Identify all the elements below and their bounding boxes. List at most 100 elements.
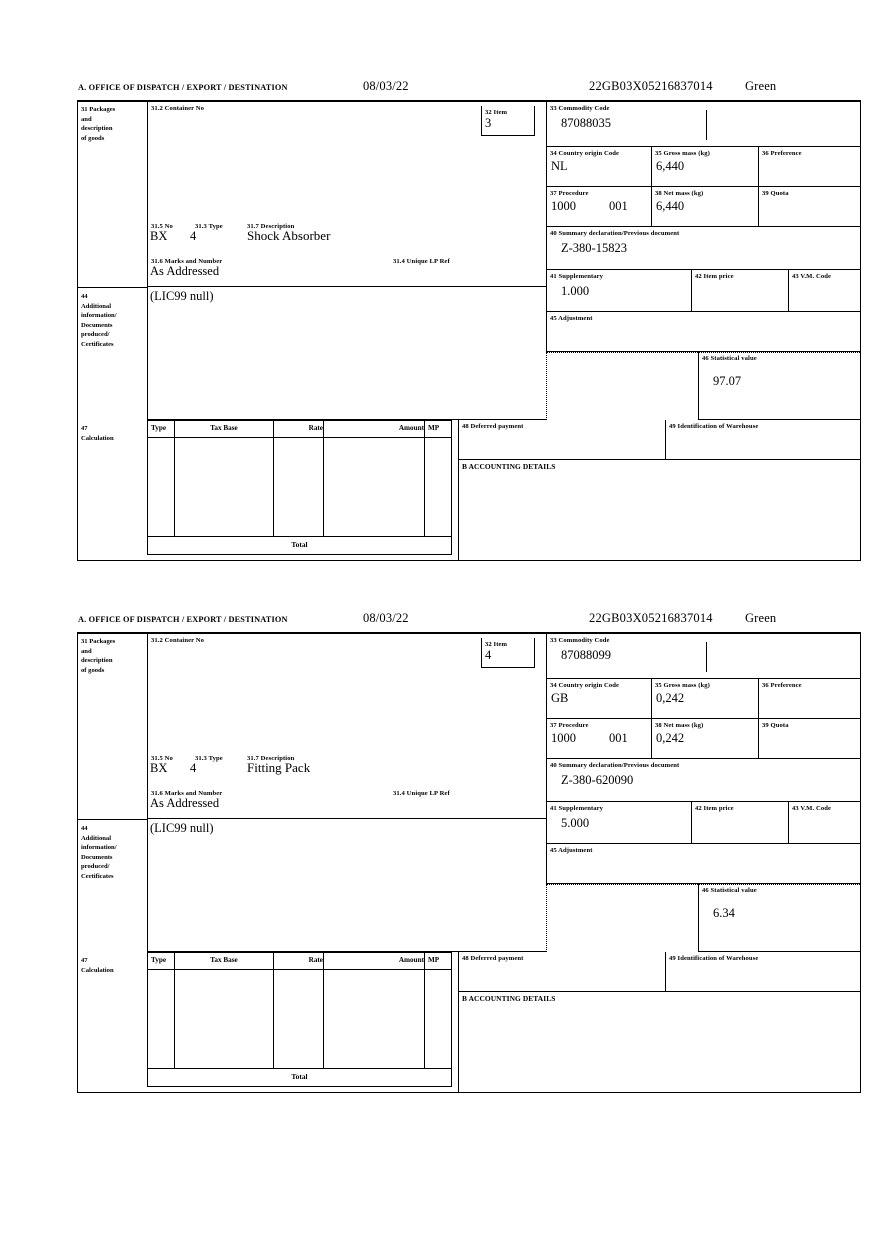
box-35-gross-mass-2: 35 Gross mass (kg) 0,242 [651, 679, 758, 719]
box-34-label-2: 34 Country origin Code [550, 682, 620, 689]
box-48-label: 48 Deferred payment [462, 423, 524, 430]
box-48-label-2: 48 Deferred payment [462, 955, 524, 962]
calc-cell-taxbase[interactable] [174, 438, 273, 537]
box-35-label: 35 Gross mass (kg) [655, 150, 710, 157]
box-41-supplementary-2: 41 Supplementary 5.000 [546, 802, 691, 844]
box-37-value-2-2: 001 [609, 731, 628, 745]
box-32-item: 32 Item 3 [481, 106, 535, 136]
box-40-label: 40 Summary declaration/Previous document [550, 230, 680, 237]
box-40-previous-document-2: 40 Summary declaration/Previous document… [546, 759, 860, 802]
box-47-side-label: 47 Calculation [81, 425, 114, 442]
box-44-value: (LIC99 null) [150, 289, 214, 303]
calc-cell-mp[interactable] [424, 438, 452, 537]
calc-tax-base-label-2: Tax Base [210, 956, 238, 964]
calc-cell-type-2[interactable] [147, 970, 174, 1069]
box-32-label-2: 32 Item [485, 641, 508, 648]
box-38-net-mass: 38 Net mass (kg) 6,440 [651, 187, 758, 227]
box-41-label-2: 41 Supplementary [550, 805, 604, 812]
calc-total-label: Total [291, 540, 308, 549]
box-39-label-2: 39 Quota [762, 722, 789, 729]
box-45-label-2: 45 Adjustment [550, 847, 593, 854]
box-b-accounting-details: B ACCOUNTING DETAILS [458, 460, 860, 560]
box-31-3-value: 4 [190, 229, 197, 243]
box-31-3-label-2: 31.3 Type [195, 755, 223, 762]
box-46-dotted-left-2 [546, 884, 547, 952]
box-31-6-value-2: As Addressed [150, 796, 220, 810]
box-31-6-label-2: 31.6 Marks and Number [151, 790, 223, 797]
box-33-value: 87088035 [561, 116, 611, 130]
box-39-label: 39 Quota [762, 190, 789, 197]
box-31-2-label-2: 31.2 Container No [151, 637, 205, 644]
box-48-deferred-payment-2: 48 Deferred payment [458, 952, 665, 992]
box-31-7-value: Shock Absorber [247, 228, 331, 243]
sad-form-item-4: A. OFFICE OF DISPATCH / EXPORT / DESTINA… [77, 610, 861, 1093]
box-32-item-2: 32 Item 4 [481, 638, 535, 668]
box-39-quota-2: 39 Quota [758, 719, 860, 759]
box-44-side-label-2: 44 Additional information/Documents produce… [81, 825, 117, 880]
calc-type-label-2: Type [151, 956, 167, 964]
box-31-side-label-2: 31 Packages and description of goods [81, 638, 116, 674]
box-40-previous-document: 40 Summary declaration/Previous document… [546, 227, 860, 270]
box-41-value-2: 5.000 [561, 816, 590, 830]
header-status-lane-2: Green [745, 611, 777, 625]
box-35-value: 6,440 [656, 159, 685, 173]
box-36-label: 36 Preference [762, 150, 802, 157]
header-date-2: 08/03/22 [363, 611, 409, 625]
calc-rate-label-2: Rate [308, 956, 323, 964]
calc-cell-rate-2[interactable] [273, 970, 323, 1069]
calc-total-row-2: Total [147, 1069, 452, 1087]
box-31-main-2: 31.2 Container No 31.5 No 31.3 Type 31.7… [147, 634, 546, 819]
calc-cell-amount-2[interactable] [323, 970, 424, 1069]
box-35-gross-mass: 35 Gross mass (kg) 6,440 [651, 147, 758, 187]
header-mrn: 22GB03X05216837014 [589, 79, 713, 93]
box-34-value: NL [551, 159, 568, 173]
box-39-quota: 39 Quota [758, 187, 860, 227]
calc-cell-rate[interactable] [273, 438, 323, 537]
calc-col-amount-header-2: Amount [323, 952, 424, 970]
calc-col-rate-header: Rate [273, 420, 323, 438]
header-date: 08/03/22 [363, 79, 409, 93]
box-41-supplementary: 41 Supplementary 1.000 [546, 270, 691, 312]
calc-cell-mp-2[interactable] [424, 970, 452, 1069]
calc-amount-label-2: Amount [398, 956, 424, 964]
calc-cell-taxbase-2[interactable] [174, 970, 273, 1069]
box-31-5-value: BX [150, 229, 168, 243]
box-48-deferred-payment: 48 Deferred payment [458, 420, 665, 460]
calc-col-type-header-2: Type [147, 952, 174, 970]
box-34-label: 34 Country origin Code [550, 150, 620, 157]
office-of-dispatch-label-2: A. OFFICE OF DISPATCH / EXPORT / DESTINA… [78, 615, 288, 624]
box-42-label: 42 Item price [695, 273, 734, 280]
box-36-preference: 36 Preference [758, 147, 860, 187]
box-46-label: 46 Statistical value [702, 355, 757, 362]
calc-mp-label: MP [428, 424, 440, 432]
box-40-label-2: 40 Summary declaration/Previous document [550, 762, 680, 769]
box-49-label: 49 Identification of Warehouse [669, 423, 759, 430]
box-42-label-2: 42 Item price [695, 805, 734, 812]
box-38-label-2: 38 Net mass (kg) [655, 722, 704, 729]
box-31-side-label: 31 Packages and description of goods [81, 106, 116, 142]
calc-mp-label-2: MP [428, 956, 440, 964]
calc-type-label: Type [151, 424, 167, 432]
calc-col-rate-header-2: Rate [273, 952, 323, 970]
box-b-label-2: B ACCOUNTING DETAILS [462, 994, 556, 1003]
box-37-label-2: 37 Procedure [550, 722, 589, 729]
box-31-5-label-2: 31.5 No [151, 755, 173, 762]
box-31-5-label: 31.5 No [151, 223, 173, 230]
box-36-label-2: 36 Preference [762, 682, 802, 689]
calc-col-taxbase-header: Tax Base [174, 420, 273, 438]
calc-col-amount-header: Amount [323, 420, 424, 438]
box-31-2-label: 31.2 Container No [151, 105, 205, 112]
box-33-commodity-code-2: 33 Commodity Code 87088099 [546, 634, 860, 679]
box-31-7-label: 31.7 Description [247, 223, 295, 230]
box-34-value-2: GB [551, 691, 569, 705]
box-46-dotted-left [546, 352, 547, 420]
sad-form-item-3: A. OFFICE OF DISPATCH / EXPORT / DESTINA… [77, 78, 861, 561]
box-37-procedure: 37 Procedure 1000 001 [546, 187, 651, 227]
box-45-adjustment: 45 Adjustment [546, 312, 860, 352]
calc-cell-amount[interactable] [323, 438, 424, 537]
box-43-vm-code-2: 43 V.M. Code [788, 802, 860, 844]
header-status-lane: Green [745, 79, 777, 93]
calc-col-mp-header: MP [424, 420, 452, 438]
calc-cell-type[interactable] [147, 438, 174, 537]
